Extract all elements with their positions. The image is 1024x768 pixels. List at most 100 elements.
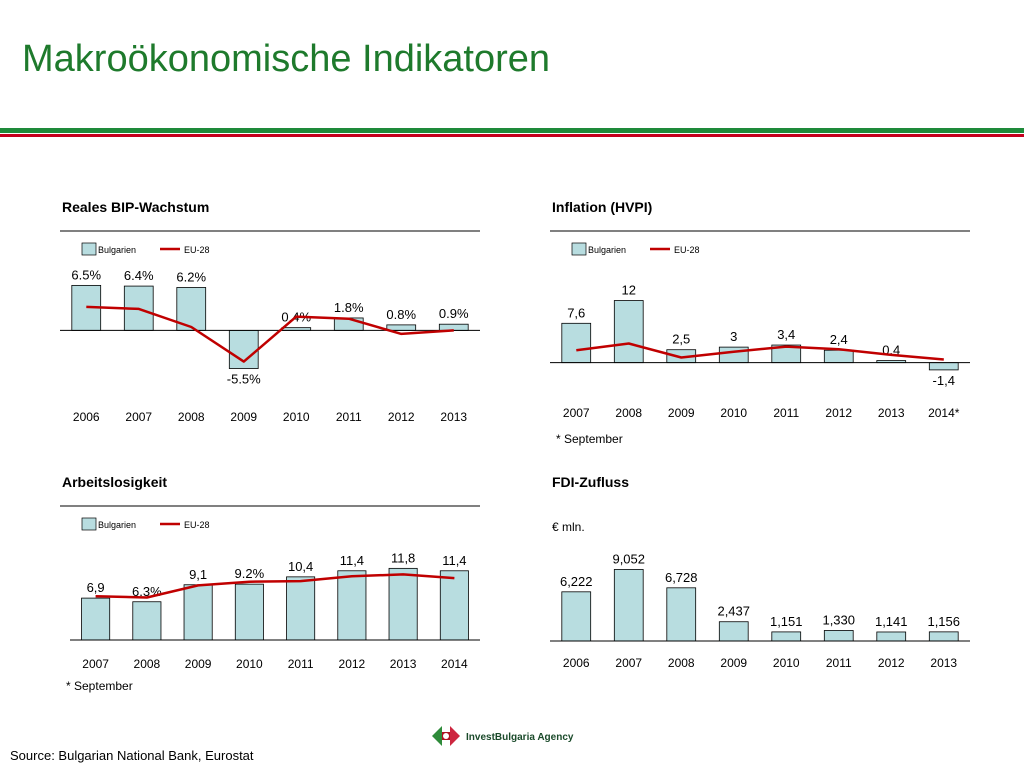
bar bbox=[823, 630, 854, 642]
x-tick-label: 2012 bbox=[825, 406, 852, 420]
x-tick-label: 2014* bbox=[928, 406, 960, 420]
bar bbox=[81, 597, 111, 641]
legend-label-bulgarien: Bulgarien bbox=[98, 520, 136, 530]
bar bbox=[337, 570, 367, 641]
x-tick-label: 2007 bbox=[563, 406, 590, 420]
legend-swatch-bulgarien bbox=[571, 242, 587, 256]
data-label: 10,4 bbox=[288, 559, 313, 574]
x-tick-label: 2013 bbox=[878, 406, 905, 420]
bar bbox=[718, 346, 749, 364]
bar bbox=[771, 631, 802, 642]
data-label: 6,9 bbox=[87, 580, 105, 595]
footnote: * September bbox=[66, 679, 133, 693]
legend-label-eu28: EU-28 bbox=[674, 245, 700, 255]
x-tick-label: 2006 bbox=[563, 656, 590, 670]
source-note: Source: Bulgarian National Bank, Eurosta… bbox=[10, 748, 254, 763]
data-label: 7,6 bbox=[567, 305, 585, 320]
agency-logo-icon bbox=[432, 726, 460, 746]
x-tick-label: 2011 bbox=[288, 657, 314, 671]
chart-gdp-growth-svg: Reales BIP-Wachstum Bulgarien EU-28 6.5% 6.4… bbox=[60, 199, 480, 424]
x-tick-label: 2012 bbox=[388, 410, 415, 424]
data-label: 9,052 bbox=[612, 551, 645, 566]
data-label: 9.2% bbox=[235, 566, 265, 581]
data-label: 2,5 bbox=[672, 332, 690, 347]
unit-label: € mln. bbox=[552, 520, 585, 534]
bar bbox=[928, 362, 959, 371]
data-label: 3 bbox=[730, 329, 737, 344]
chart-title: Inflation (HVPI) bbox=[552, 199, 652, 215]
bar bbox=[613, 300, 644, 364]
x-tick-label: 2007 bbox=[82, 657, 109, 671]
chart-gdp-growth: Reales BIP-Wachstum Bulgarien EU-28 6.5% 6.4… bbox=[60, 190, 490, 440]
agency-logo: InvestBulgaria Agency bbox=[428, 718, 578, 758]
data-label: 0.9% bbox=[439, 306, 469, 321]
data-label: 6,728 bbox=[665, 570, 698, 585]
legend-swatch-bulgarien bbox=[81, 242, 97, 256]
chart-fdi-inflow: FDI-Zufluss € mln. 6,222 9,052 6,728 2,437 1,1… bbox=[550, 465, 980, 680]
bar bbox=[183, 584, 213, 641]
data-label: 1,156 bbox=[927, 614, 960, 629]
x-tick-label: 2013 bbox=[390, 657, 417, 671]
chart-title: Reales BIP-Wachstum bbox=[62, 199, 209, 215]
x-tick-label: 2011 bbox=[826, 656, 852, 670]
x-tick-label: 2009 bbox=[720, 656, 747, 670]
chart-unemployment: Arbeitslosigkeit Bulgarien EU-28 6,9 6.3% 9,1… bbox=[60, 465, 490, 700]
bar bbox=[613, 569, 644, 642]
data-label: 1,151 bbox=[770, 614, 803, 629]
data-label: 12 bbox=[622, 283, 636, 298]
data-label: 11,8 bbox=[391, 550, 415, 565]
bar bbox=[718, 621, 749, 642]
data-label: 6.2% bbox=[176, 269, 206, 284]
bar bbox=[561, 591, 592, 642]
data-label: 1,330 bbox=[822, 612, 855, 627]
data-label: 6.4% bbox=[124, 268, 154, 283]
bar bbox=[439, 570, 469, 641]
data-label: 6.5% bbox=[71, 267, 101, 282]
x-tick-label: 2008 bbox=[134, 657, 161, 671]
data-label: 3,4 bbox=[777, 327, 795, 342]
x-tick-label: 2010 bbox=[236, 657, 263, 671]
x-tick-label: 2011 bbox=[336, 410, 362, 424]
legend-label-eu28: EU-28 bbox=[184, 520, 210, 530]
x-tick-label: 2012 bbox=[339, 657, 366, 671]
data-label: 1,141 bbox=[875, 614, 908, 629]
x-tick-label: 2012 bbox=[878, 656, 905, 670]
bar bbox=[386, 324, 417, 331]
x-tick-label: 2013 bbox=[440, 410, 467, 424]
bar bbox=[823, 349, 854, 364]
bar bbox=[286, 576, 316, 641]
footnote: * September bbox=[556, 432, 623, 446]
data-label: 0.8% bbox=[386, 307, 416, 322]
legend-label-bulgarien: Bulgarien bbox=[98, 245, 136, 255]
data-label: 6,222 bbox=[560, 574, 593, 589]
x-tick-label: 2010 bbox=[720, 406, 747, 420]
data-label: 1.8% bbox=[334, 300, 364, 315]
x-tick-label: 2009 bbox=[230, 410, 257, 424]
bar bbox=[666, 587, 697, 642]
data-label: 11,4 bbox=[340, 553, 364, 568]
x-tick-label: 2010 bbox=[773, 656, 800, 670]
bar bbox=[234, 583, 264, 641]
x-tick-label: 2011 bbox=[773, 406, 799, 420]
legend-label-bulgarien: Bulgarien bbox=[588, 245, 626, 255]
header-stripe-white bbox=[0, 126, 1024, 128]
chart-inflation: Inflation (HVPI) Bulgarien EU-28 7,6 12 2,5 3 3… bbox=[550, 190, 980, 455]
series-line-eu28 bbox=[576, 342, 944, 361]
chart-title: FDI-Zufluss bbox=[552, 474, 629, 490]
x-tick-label: 2007 bbox=[125, 410, 152, 424]
bar bbox=[438, 323, 469, 331]
bar bbox=[876, 631, 907, 642]
x-tick-label: 2010 bbox=[283, 410, 310, 424]
x-tick-label: 2008 bbox=[178, 410, 205, 424]
header-stripe-red bbox=[0, 134, 1024, 137]
x-tick-label: 2006 bbox=[73, 410, 100, 424]
x-tick-label: 2009 bbox=[668, 406, 695, 420]
page-title: Makroökonomische Indikatoren bbox=[22, 38, 551, 80]
chart-inflation-svg: Inflation (HVPI) Bulgarien EU-28 7,6 12 2,5 3 3… bbox=[550, 199, 970, 446]
x-tick-label: 2007 bbox=[615, 656, 642, 670]
legend-swatch-bulgarien bbox=[81, 517, 97, 531]
series-line-eu28 bbox=[95, 573, 455, 599]
agency-logo-text: InvestBulgaria Agency bbox=[466, 732, 574, 743]
chart-fdi-inflow-svg: FDI-Zufluss € mln. 6,222 9,052 6,728 2,437 1,1… bbox=[550, 474, 970, 670]
